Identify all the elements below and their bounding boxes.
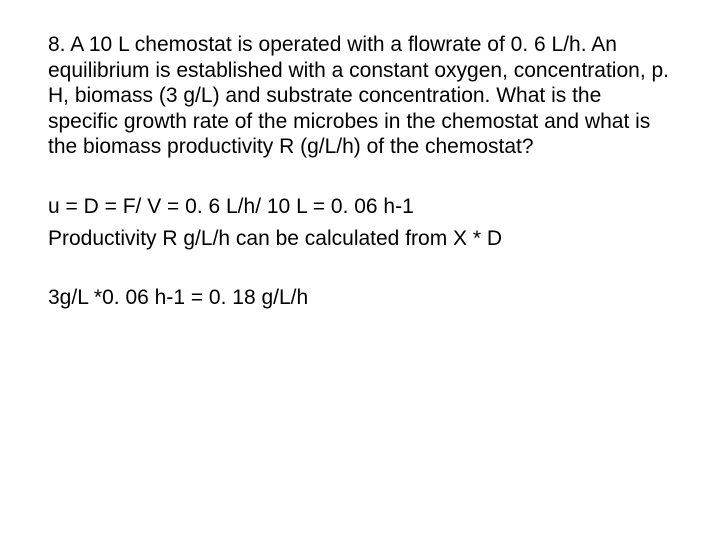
slide: 8. A 10 L chemostat is operated with a f… xyxy=(0,0,720,540)
answer-line-1: u = D = F/ V = 0. 6 L/h/ 10 L = 0. 06 h-… xyxy=(48,194,672,220)
question-text: 8. A 10 L chemostat is operated with a f… xyxy=(48,32,672,160)
answer-line-2: Productivity R g/L/h can be calculated f… xyxy=(48,226,672,252)
answer-line-3: 3g/L *0. 06 h-1 = 0. 18 g/L/h xyxy=(48,285,672,311)
spacer xyxy=(48,257,672,285)
